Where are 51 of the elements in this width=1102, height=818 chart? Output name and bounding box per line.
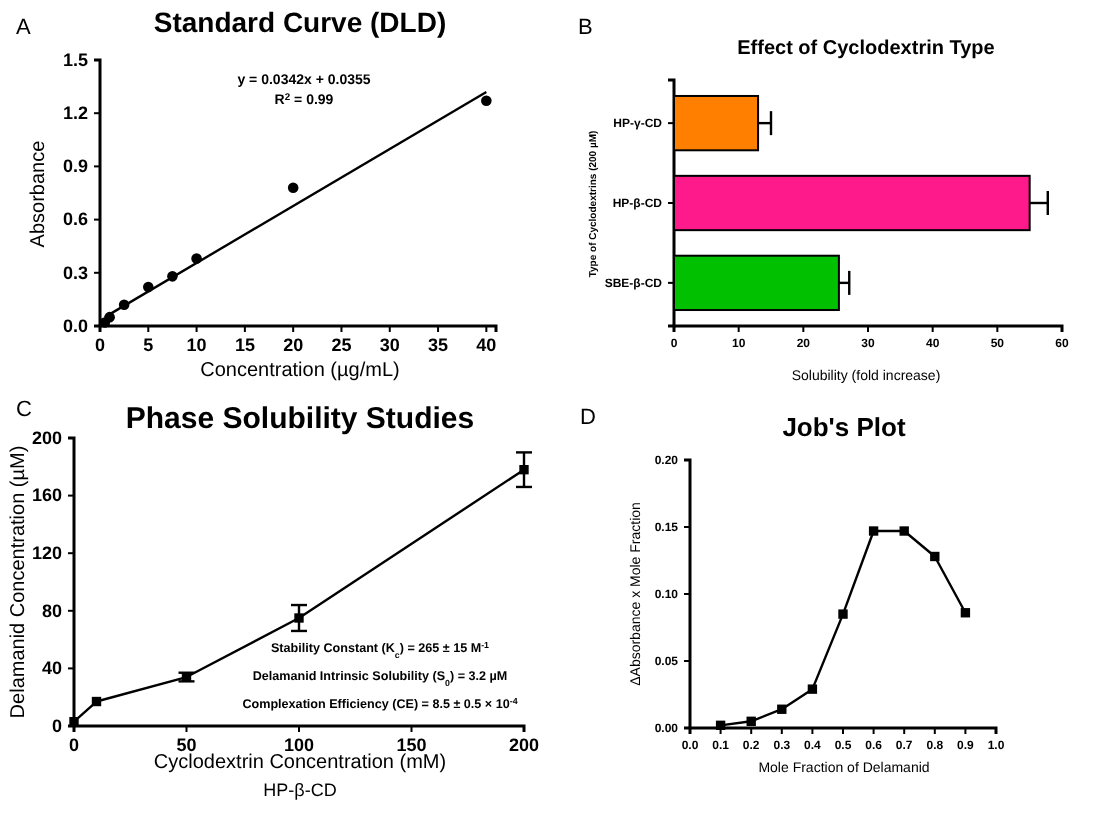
chart-title: Phase Solubility Studies (125, 402, 475, 436)
x-tick-label: 25 (331, 334, 352, 355)
point (899, 526, 909, 536)
x-tick-label: 100 (283, 734, 315, 755)
chart-title: Effect of Cyclodextrin Type (737, 38, 996, 60)
point (930, 551, 940, 562)
y-axis-title: Delamanid Concentration (µM) (8, 445, 30, 719)
x-tick-label: 50 (176, 734, 197, 755)
chart-title: Standard Curve (DLD) (153, 6, 447, 38)
y-tick-label: 1.5 (62, 49, 88, 70)
point (868, 526, 879, 536)
text: A (16, 16, 32, 40)
y-tick-label: 0.9 (62, 156, 88, 177)
point (807, 684, 818, 694)
point (838, 609, 848, 619)
x-tick-label: 30 (379, 334, 400, 355)
y-axis-title: Absorbance (28, 139, 50, 248)
point (91, 696, 102, 707)
text: D (580, 406, 596, 430)
y-tick-label: 200 (31, 427, 62, 448)
x-tick-label: 150 (396, 734, 427, 755)
x-axis-title: Concentration (µg/mL) (200, 360, 400, 382)
chart-title: Job's Plot (782, 412, 907, 442)
y-tick-label: 0.0 (62, 315, 88, 336)
point (481, 95, 492, 107)
point (960, 608, 971, 618)
point (294, 613, 304, 623)
x-tick-label: 200 (508, 734, 540, 755)
x-tick-label: 15 (234, 334, 255, 355)
point (519, 464, 529, 475)
y-tick-label: 120 (31, 542, 62, 563)
text: B (578, 16, 593, 40)
x-tick-label: 20 (283, 334, 304, 355)
point (746, 716, 756, 726)
y-tick-label: 160 (31, 485, 62, 506)
x-tick-label: 40 (476, 334, 497, 355)
y-tick-label: 0.3 (62, 262, 88, 283)
text: HP-β-CD (263, 780, 338, 800)
x-tick-label: 10 (186, 334, 207, 355)
y-tick-label: 0.6 (62, 209, 88, 230)
text: C (16, 398, 32, 422)
x-tick-label: 5 (143, 334, 154, 355)
point (287, 182, 299, 193)
y-tick-label: 1.2 (62, 102, 88, 123)
point (777, 704, 787, 714)
y-tick-label: 80 (41, 600, 62, 621)
y-tick-label: 40 (41, 658, 62, 679)
x-axis-title: Cyclodextrin Concentration (mM) (153, 752, 447, 774)
y-tick-label: 0 (51, 715, 62, 736)
x-tick-label: 0 (94, 334, 106, 355)
x-tick-label: 35 (428, 334, 449, 355)
